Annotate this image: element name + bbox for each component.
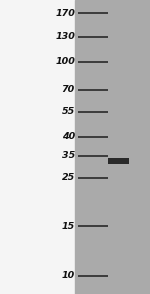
Text: 40: 40 bbox=[62, 132, 75, 141]
Bar bbox=[108, 158, 129, 164]
Text: 25: 25 bbox=[62, 173, 75, 182]
Text: 100: 100 bbox=[55, 57, 75, 66]
Bar bbox=[0, 0, 75, 294]
Text: 55: 55 bbox=[62, 107, 75, 116]
Text: 15: 15 bbox=[62, 222, 75, 231]
Text: 70: 70 bbox=[62, 85, 75, 94]
Text: 170: 170 bbox=[55, 9, 75, 18]
Text: 130: 130 bbox=[55, 32, 75, 41]
Text: 35: 35 bbox=[62, 151, 75, 160]
Text: 10: 10 bbox=[62, 271, 75, 280]
Bar bbox=[75, 0, 150, 294]
